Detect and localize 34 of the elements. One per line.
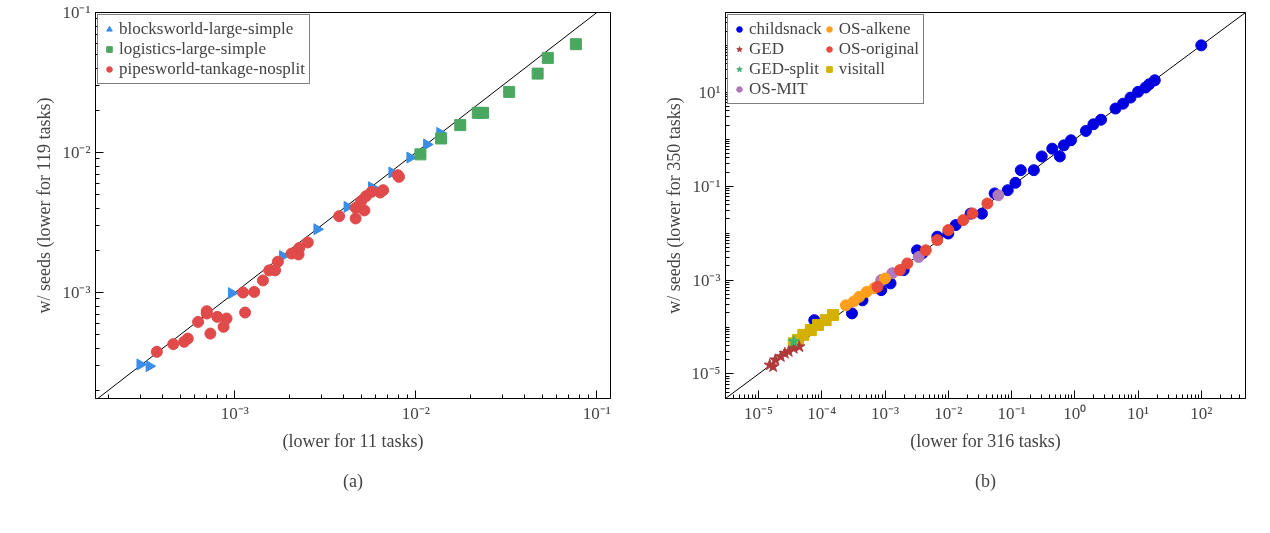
x-tick-label: 10⁻² bbox=[401, 403, 430, 423]
legend-label: OS-MIT bbox=[749, 79, 808, 99]
x-tick-label: 10⁻¹ bbox=[582, 403, 611, 423]
y-axis-title: w/ seeds (lower for 119 tasks) bbox=[34, 97, 56, 314]
y-tick-label: 10⁻¹ bbox=[692, 176, 721, 196]
y-tick-label: 10⁻⁵ bbox=[691, 364, 721, 384]
legend-label: logistics-large-simple bbox=[119, 39, 266, 59]
x-axis-title: (lower for 316 tasks) bbox=[910, 430, 1061, 452]
x-tick-label: 10⁻⁵ bbox=[744, 403, 774, 423]
y-tick-label: 10⁻³ bbox=[692, 270, 721, 290]
y-tick-label: 10⁻² bbox=[62, 143, 91, 163]
x-tick-label: 10⁻³ bbox=[220, 403, 249, 423]
x-tick-label: 10⁻¹ bbox=[997, 403, 1026, 423]
y-tick-label: 10¹ bbox=[698, 82, 721, 102]
x-tick-label: 10⁻⁴ bbox=[807, 403, 837, 423]
y-tick-label: 10⁻¹ bbox=[62, 3, 91, 22]
x-tick-label: 10² bbox=[1190, 403, 1213, 423]
x-tick-label: 10⁻² bbox=[934, 403, 963, 423]
text: (a) bbox=[343, 470, 363, 492]
x-tick-label: 10⁰ bbox=[1063, 403, 1087, 423]
legend-label: childsnack bbox=[749, 19, 822, 39]
legend-label: OS-original bbox=[838, 39, 919, 59]
y-axis-title: w/ seeds (lower for 350 tasks) bbox=[663, 97, 685, 314]
legend-label: pipesworld-tankage-nosplit bbox=[119, 59, 306, 79]
text: (b) bbox=[975, 470, 997, 492]
legend-label: blocksworld-large-simple bbox=[119, 19, 294, 39]
legend-label: visitall bbox=[838, 59, 885, 79]
x-axis-title: (lower for 11 tasks) bbox=[282, 430, 424, 452]
y-tick-label: 10⁻³ bbox=[62, 283, 91, 303]
legend-label: OS-alkene bbox=[838, 19, 911, 39]
x-tick-label: 10¹ bbox=[1127, 403, 1150, 423]
legend-label: GED-split bbox=[749, 59, 819, 79]
legend-label: GED bbox=[749, 39, 784, 59]
x-tick-label: 10⁻³ bbox=[871, 403, 900, 423]
